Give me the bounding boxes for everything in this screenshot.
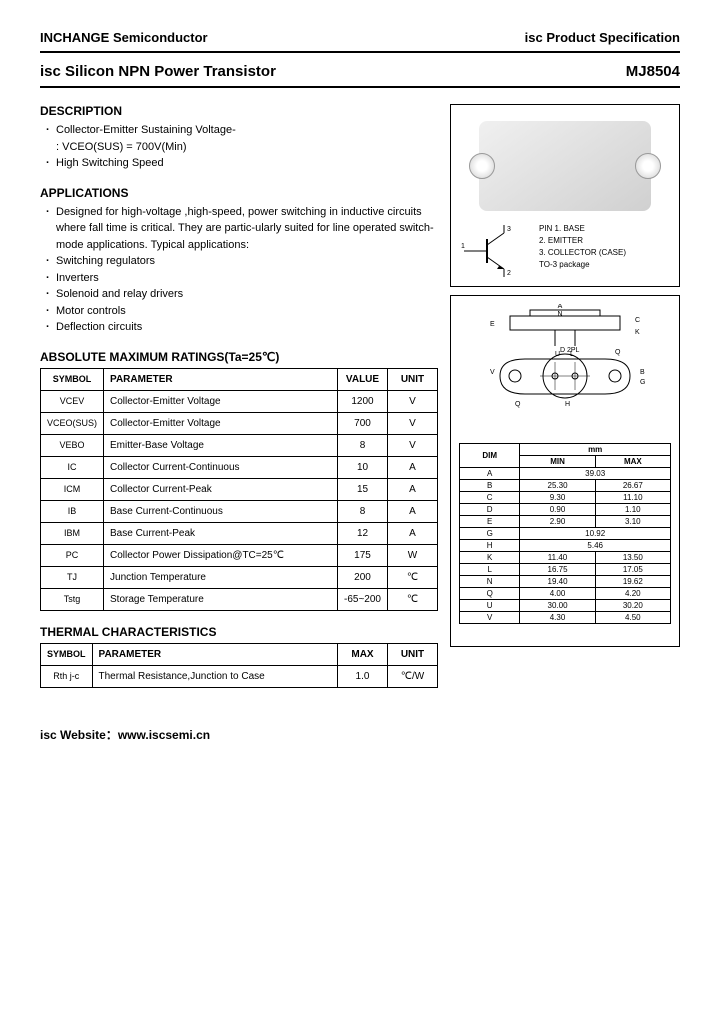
svg-text:E: E	[490, 321, 495, 328]
pin-label: TO-3 package	[539, 259, 626, 271]
table-row: L16.7517.05	[460, 564, 671, 576]
table-row: VCEVCollector-Emitter Voltage1200V	[41, 390, 438, 412]
product-title: isc Silicon NPN Power Transistor	[40, 63, 276, 80]
svg-text:U: U	[555, 351, 560, 358]
spec-label: isc Product Specification	[525, 30, 680, 45]
table-row: TJJunction Temperature200℃	[41, 566, 438, 588]
svg-text:K: K	[635, 329, 640, 336]
svg-text:H: H	[565, 401, 570, 408]
table-row: VEBOEmitter-Base Voltage8V	[41, 434, 438, 456]
ratings-heading: ABSOLUTE MAXIMUM RATINGS(Ta=25℃)	[40, 350, 438, 364]
svg-text:A: A	[558, 304, 563, 310]
table-row: V4.304.50	[460, 612, 671, 624]
col-symbol: SYMBOL	[41, 643, 93, 665]
ratings-table: SYMBOL PARAMETER VALUE UNIT VCEVCollecto…	[40, 368, 438, 611]
col-max: MAX	[338, 643, 388, 665]
pin-label: PIN 1. BASE	[539, 223, 626, 235]
pin-label: 2. EMITTER	[539, 235, 626, 247]
dimensions-table: DIMmm MINMAX A39.03B25.3026.67C9.3011.10…	[459, 443, 671, 624]
col-unit: UNIT	[388, 643, 438, 665]
description-heading: DESCRIPTION	[40, 104, 438, 118]
svg-text:1: 1	[461, 243, 465, 250]
table-row: ICCollector Current-Continuous10A	[41, 456, 438, 478]
transistor-symbol-icon: 1 3 2	[459, 223, 529, 278]
table-row: N19.4019.62	[460, 576, 671, 588]
dimensions-box: A N E C K D 2PL V B G U L Q	[450, 295, 680, 647]
company-name: INCHANGE Semiconductor	[40, 30, 208, 45]
table-row: TstgStorage Temperature-65~200℃	[41, 588, 438, 610]
svg-text:C: C	[635, 317, 640, 324]
table-row: A39.03	[460, 468, 671, 480]
applications-heading: APPLICATIONS	[40, 186, 438, 200]
table-row: G10.92	[460, 528, 671, 540]
svg-text:Q: Q	[515, 401, 521, 408]
svg-text:3: 3	[507, 226, 511, 233]
table-row: K11.4013.50	[460, 552, 671, 564]
app-item: Solenoid and relay drivers	[46, 286, 438, 303]
col-max: MAX	[595, 456, 670, 468]
website-label: isc Website：	[40, 728, 118, 742]
col-min: MIN	[520, 456, 595, 468]
table-row: B25.3026.67	[460, 480, 671, 492]
table-row: PCCollector Power Dissipation@TC=25℃175W	[41, 544, 438, 566]
pin-label: 3. COLLECTOR (CASE)	[539, 247, 626, 259]
col-parameter: PARAMETER	[92, 643, 337, 665]
table-row: ICMCollector Current-Peak15A	[41, 478, 438, 500]
svg-text:L: L	[570, 351, 574, 358]
app-item: Deflection circuits	[46, 319, 438, 336]
thermal-heading: THERMAL CHARACTERISTICS	[40, 625, 438, 639]
col-symbol: SYMBOL	[41, 368, 104, 390]
table-row: VCEO(SUS)Collector-Emitter Voltage700V	[41, 412, 438, 434]
desc-item: : VCEO(SUS) = 700V(Min)	[46, 139, 438, 156]
package-photo	[479, 121, 651, 211]
website-url: www.iscsemi.cn	[118, 728, 210, 742]
thermal-table: SYMBOL PARAMETER MAX UNIT Rth j-cThermal…	[40, 643, 438, 688]
footer: isc Website：www.iscsemi.cn	[40, 726, 680, 743]
svg-text:2: 2	[507, 270, 511, 277]
description-list: Collector-Emitter Sustaining Voltage- : …	[40, 122, 438, 172]
table-row: IBBase Current-Continuous8A	[41, 500, 438, 522]
pin-legend: PIN 1. BASE 2. EMITTER 3. COLLECTOR (CAS…	[539, 223, 626, 271]
table-row: E2.903.10	[460, 516, 671, 528]
desc-item: Collector-Emitter Sustaining Voltage-	[46, 122, 438, 139]
col-mm: mm	[520, 444, 671, 456]
app-item: Motor controls	[46, 303, 438, 320]
svg-text:B: B	[640, 369, 645, 376]
col-dim: DIM	[460, 444, 520, 468]
table-row: Rth j-cThermal Resistance,Junction to Ca…	[41, 665, 438, 687]
table-row: IBMBase Current-Peak12A	[41, 522, 438, 544]
table-row: D0.901.10	[460, 504, 671, 516]
table-row: U30.0030.20	[460, 600, 671, 612]
col-parameter: PARAMETER	[104, 368, 338, 390]
svg-text:Q: Q	[615, 349, 621, 356]
col-value: VALUE	[338, 368, 388, 390]
table-row: C9.3011.10	[460, 492, 671, 504]
desc-item: High Switching Speed	[46, 155, 438, 172]
table-row: H5.46	[460, 540, 671, 552]
divider	[40, 51, 680, 53]
col-unit: UNIT	[388, 368, 438, 390]
svg-text:N: N	[557, 311, 562, 318]
package-image-box: 1 3 2 PIN 1. BASE 2. EMITTER 3. COLLECTO…	[450, 104, 680, 287]
app-intro: Designed for high-voltage ,high-speed, p…	[46, 204, 438, 254]
part-number: MJ8504	[626, 63, 680, 80]
app-item: Inverters	[46, 270, 438, 287]
applications-list: Designed for high-voltage ,high-speed, p…	[40, 204, 438, 336]
app-item: Switching regulators	[46, 253, 438, 270]
svg-text:G: G	[640, 379, 645, 386]
package-outline-icon: A N E C K D 2PL V B G U L Q	[459, 304, 671, 434]
divider	[40, 86, 680, 88]
table-row: Q4.004.20	[460, 588, 671, 600]
svg-text:V: V	[490, 369, 495, 376]
